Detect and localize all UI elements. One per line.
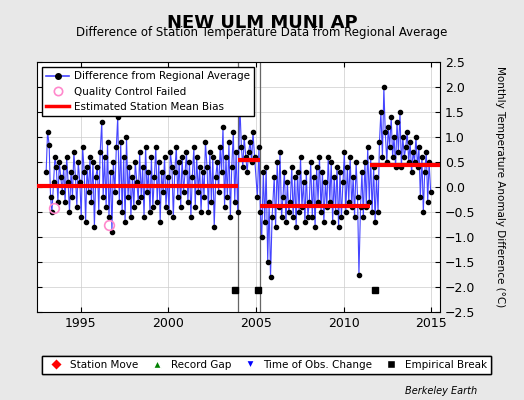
Text: NEW ULM MUNI AP: NEW ULM MUNI AP <box>167 14 357 32</box>
Text: Berkeley Earth: Berkeley Earth <box>405 386 477 396</box>
Legend: Station Move, Record Gap, Time of Obs. Change, Empirical Break: Station Move, Record Gap, Time of Obs. C… <box>42 356 491 374</box>
Y-axis label: Monthly Temperature Anomaly Difference (°C): Monthly Temperature Anomaly Difference (… <box>495 66 505 308</box>
Text: Difference of Station Temperature Data from Regional Average: Difference of Station Temperature Data f… <box>77 26 447 39</box>
